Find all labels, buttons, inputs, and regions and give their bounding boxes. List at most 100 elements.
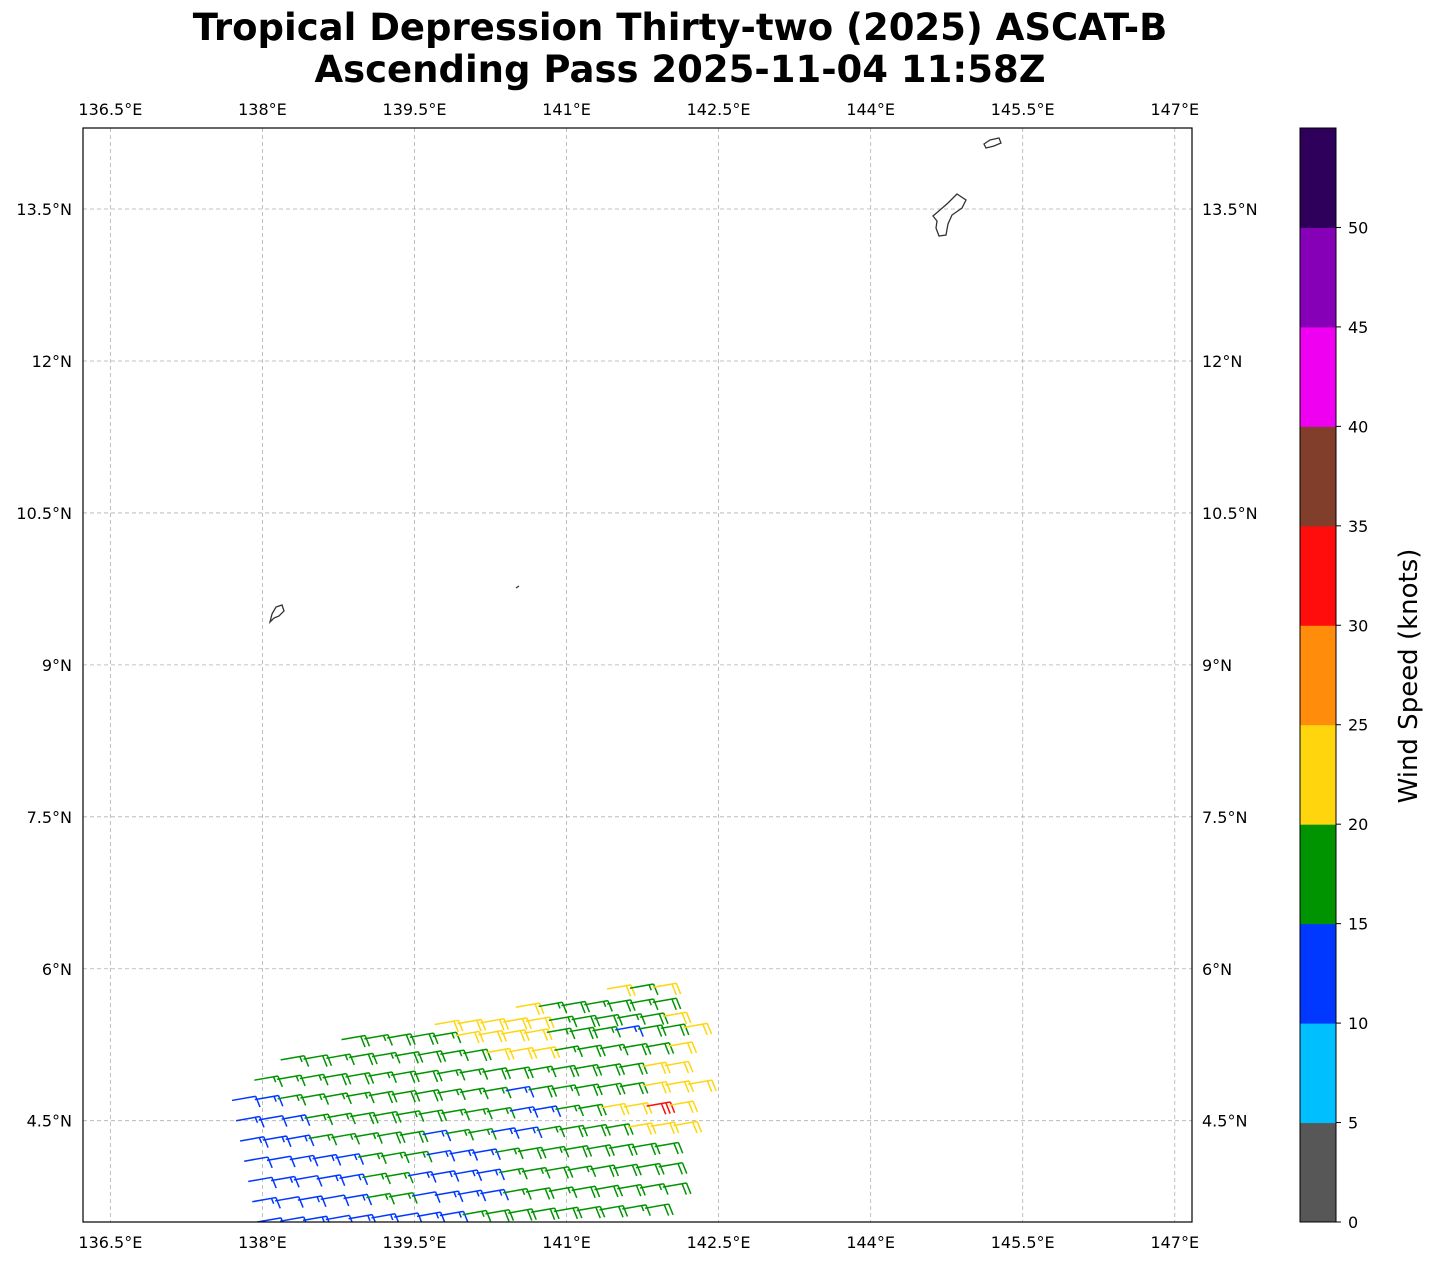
colorbar-tick-label-5: 5 bbox=[1348, 1114, 1358, 1133]
wind-barb bbox=[325, 1214, 353, 1222]
wind-barb bbox=[364, 1033, 393, 1046]
wind-barb bbox=[486, 1106, 516, 1119]
wind-barb bbox=[673, 1120, 703, 1134]
wind-barb bbox=[546, 1027, 576, 1040]
wind-barb bbox=[594, 1013, 624, 1027]
wind-barb bbox=[485, 1047, 515, 1061]
wind-barb bbox=[395, 1110, 425, 1122]
wind-barb bbox=[561, 1000, 591, 1014]
y-tick-label-right-4: 7.5°N bbox=[1202, 808, 1247, 827]
wind-barb bbox=[596, 1082, 626, 1096]
wind-barb bbox=[521, 1166, 551, 1179]
colorbar-bin-45-50 bbox=[1300, 227, 1336, 328]
wind-barb bbox=[485, 1208, 515, 1222]
colorbar-tick-label-45: 45 bbox=[1348, 318, 1368, 337]
x-tick-label-top-5: 144°E bbox=[846, 100, 895, 119]
colorbar-bin-15-20 bbox=[1300, 824, 1336, 925]
colorbar-bin-10-15 bbox=[1300, 923, 1336, 1024]
wind-barb bbox=[515, 1002, 545, 1015]
wind-barb bbox=[550, 1064, 580, 1078]
wind-barb bbox=[453, 1169, 483, 1182]
wind-barb bbox=[434, 1019, 464, 1033]
wind-barb bbox=[494, 1147, 524, 1160]
colorbar: 0 5 10 15 20 25 30 35 40 45 50 bbox=[1299, 127, 1368, 1232]
wind-barb bbox=[348, 1213, 377, 1222]
wind-barb bbox=[527, 1065, 557, 1078]
wind-barb bbox=[555, 1104, 585, 1117]
y-tick-label-left-4: 7.5°N bbox=[27, 808, 72, 827]
wind-barb bbox=[658, 1161, 688, 1175]
wind-barb bbox=[391, 1070, 420, 1084]
wind-barb bbox=[339, 1173, 369, 1186]
colorbar-tick-label-50: 50 bbox=[1348, 218, 1368, 237]
wind-barb bbox=[441, 1108, 471, 1121]
wind-barb bbox=[639, 1183, 669, 1195]
wind-barb bbox=[567, 1165, 597, 1178]
wind-barbs bbox=[231, 982, 717, 1222]
wind-barb bbox=[641, 1061, 671, 1075]
colorbar-tick-label-20: 20 bbox=[1348, 815, 1368, 834]
wind-barb bbox=[409, 1032, 439, 1045]
wind-barb bbox=[434, 1190, 464, 1203]
wind-barb bbox=[304, 1113, 334, 1126]
wind-barb bbox=[571, 1014, 601, 1028]
wind-barb bbox=[608, 1143, 638, 1156]
wind-barb bbox=[642, 1080, 672, 1094]
wind-barb bbox=[416, 1211, 446, 1222]
x-tick-label-bottom-5: 144°E bbox=[846, 1233, 895, 1252]
wind-barb bbox=[277, 1093, 307, 1106]
wind-barb bbox=[669, 1100, 699, 1114]
wind-barb bbox=[619, 1081, 649, 1095]
x-tick-label-top-1: 138°E bbox=[238, 100, 287, 119]
wind-barb bbox=[639, 1012, 669, 1025]
wind-barb bbox=[422, 1129, 452, 1142]
x-tick-label-bottom-0: 136.5°E bbox=[78, 1233, 142, 1252]
wind-barb bbox=[464, 1107, 493, 1120]
wind-barb bbox=[525, 1187, 555, 1200]
wind-barb bbox=[617, 1183, 646, 1197]
wind-barb bbox=[501, 1029, 530, 1042]
wind-barb bbox=[540, 1145, 570, 1158]
wind-barb bbox=[380, 1151, 410, 1164]
wind-barb bbox=[391, 1089, 421, 1103]
wind-barb bbox=[548, 1186, 578, 1199]
wind-barb bbox=[604, 1123, 634, 1136]
wind-barb bbox=[437, 1088, 466, 1101]
wind-barb bbox=[403, 1150, 433, 1163]
wind-barb bbox=[478, 1029, 508, 1043]
wind-barb bbox=[498, 1167, 528, 1180]
wind-barb bbox=[662, 1011, 692, 1025]
wind-barb bbox=[358, 1152, 387, 1165]
wind-barb bbox=[262, 1135, 292, 1148]
island-guam bbox=[932, 193, 967, 237]
wind-barb bbox=[343, 1193, 373, 1206]
colorbar-tick-label-35: 35 bbox=[1348, 517, 1368, 536]
wind-barb bbox=[254, 1094, 284, 1107]
y-tick-label-right-0: 13.5°N bbox=[1202, 200, 1258, 219]
wind-barb bbox=[688, 1079, 717, 1092]
wind-barb bbox=[578, 1103, 607, 1117]
wind-barb bbox=[457, 1189, 487, 1202]
wind-barb bbox=[569, 1026, 599, 1040]
colorbar-tick-label-25: 25 bbox=[1348, 716, 1368, 735]
wind-barb bbox=[584, 999, 613, 1012]
wind-barb bbox=[646, 1101, 676, 1115]
wind-barb bbox=[652, 997, 682, 1011]
island-ngulu bbox=[515, 585, 520, 589]
x-tick-label-bottom-6: 145.5°E bbox=[991, 1233, 1055, 1252]
wind-barb bbox=[257, 1217, 284, 1222]
plot-frame bbox=[82, 127, 1193, 1223]
wind-barb bbox=[613, 1163, 642, 1177]
y-tick-label-left-1: 12°N bbox=[32, 352, 72, 371]
colorbar-bin-5-10 bbox=[1300, 1023, 1336, 1124]
wind-barb bbox=[665, 1080, 695, 1093]
wind-barb bbox=[414, 1089, 444, 1102]
wind-barb bbox=[418, 1109, 448, 1122]
wind-barb bbox=[354, 1132, 383, 1144]
wind-barb bbox=[629, 998, 659, 1011]
chart-title-line-2: Ascending Pass 2025-11-04 11:58Z bbox=[314, 48, 1045, 91]
wind-barb bbox=[574, 1083, 603, 1096]
wind-barb bbox=[538, 1001, 568, 1014]
wind-barb bbox=[599, 1204, 629, 1218]
